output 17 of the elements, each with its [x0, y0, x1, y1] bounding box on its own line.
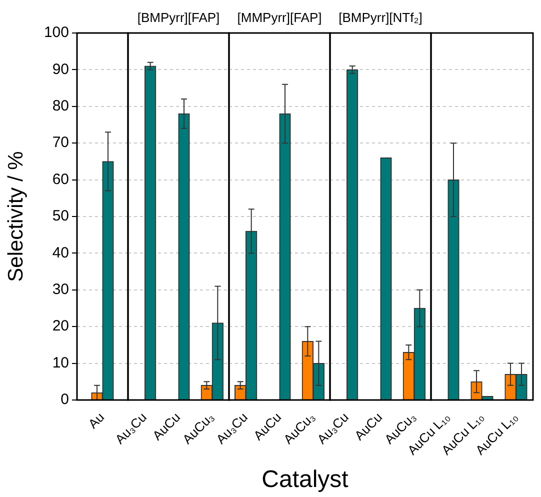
y-tick-label: 20 — [52, 318, 69, 335]
y-tick-label: 40 — [52, 244, 69, 262]
y-tick-label: 0 — [60, 391, 69, 408]
y-tick-label: 60 — [52, 170, 69, 188]
x-axis-title: Catalyst — [262, 466, 348, 494]
chart-title: [BMPyrr][FAP] — [137, 10, 220, 25]
y-tick-label: 50 — [52, 208, 69, 225]
chart-title: [BMPyrr][NTf₂] — [338, 10, 422, 25]
chart-title: [MMPyrr][FAP] — [237, 10, 322, 25]
y-tick-label: 100 — [44, 24, 69, 42]
y-axis-title: Selectivity / % — [4, 151, 28, 282]
y-tick-label: 90 — [52, 60, 69, 78]
x-tick-label: Au — [85, 410, 108, 432]
y-tick-label: 30 — [52, 281, 69, 298]
y-tick-label: 80 — [52, 98, 69, 115]
y-tick-label: 70 — [52, 134, 69, 152]
y-tick-label: 10 — [52, 354, 69, 372]
